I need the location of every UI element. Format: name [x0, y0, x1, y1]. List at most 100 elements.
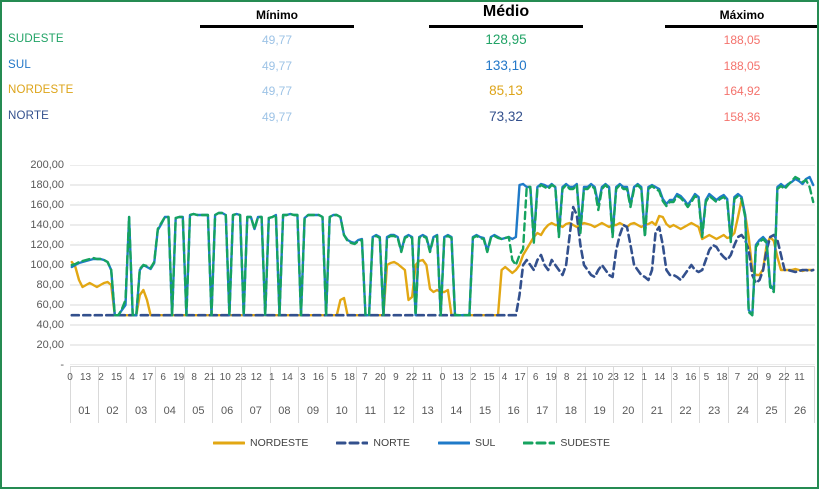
day-cell: 19 [586, 367, 615, 423]
series-line-norte [70, 205, 815, 317]
maximo-value: 164,92 [723, 84, 761, 98]
day-label: 16 [507, 405, 520, 417]
day-label: 14 [450, 405, 463, 417]
legend-label: NORTE [373, 437, 410, 449]
hour-label: 19 [545, 372, 557, 383]
hour-label: 17 [142, 372, 154, 383]
hour-label: 18 [343, 372, 355, 383]
day-cell: 21 [643, 367, 672, 423]
series-line-sudeste [70, 175, 815, 317]
y-tick-label: 140,00 [30, 219, 64, 231]
day-label: 17 [536, 405, 549, 417]
day-cell: 22 [672, 367, 701, 423]
y-tick-label: - [60, 359, 64, 371]
day-cell: 02 [99, 367, 128, 423]
column-header-minimo: Mínimo [256, 8, 298, 22]
day-cell: 03 [127, 367, 156, 423]
hour-label: 15 [483, 372, 495, 383]
day-label: 15 [478, 405, 492, 417]
column-header-maximo: Máximo [719, 8, 765, 22]
hour-label: 12 [250, 372, 262, 383]
day-label: 01 [78, 405, 91, 417]
hour-label: 13 [79, 372, 92, 383]
region-label: SUDESTE [8, 33, 64, 45]
legend-line-swatch [213, 441, 246, 445]
day-label: 25 [765, 405, 778, 417]
hour-label: 2 [98, 372, 104, 383]
plot-area [70, 164, 815, 366]
day-label: 02 [106, 405, 119, 417]
day-label: 09 [306, 405, 320, 417]
hour-label: 8 [191, 372, 197, 383]
minimo-underline [200, 25, 354, 28]
day-label: 24 [736, 405, 749, 417]
y-tick-label: 120,00 [30, 239, 64, 251]
hour-label: 21 [204, 372, 216, 383]
hour-label: 14 [654, 372, 666, 383]
legend-line-swatch [336, 441, 369, 445]
day-cell: 10 [328, 367, 357, 423]
hour-label: 14 [281, 372, 293, 383]
day-label: 03 [134, 405, 148, 417]
hour-label: 7 [734, 372, 741, 383]
chart-legend: NORDESTE NORTE SUL SUDESTE [2, 433, 817, 453]
y-tick-label: 20,00 [36, 339, 64, 351]
day-cell: 24 [729, 367, 758, 423]
hour-label: 4 [501, 372, 508, 383]
day-cell: 13 [414, 367, 443, 423]
y-tick-label: 80,00 [36, 279, 64, 291]
day-cell: 23 [700, 367, 730, 423]
legend-item-norte: NORTE [336, 437, 410, 449]
day-cell: 09 [299, 367, 328, 423]
day-cell: 12 [385, 367, 414, 423]
hour-label: 22 [405, 372, 418, 383]
hour-label: 2 [470, 372, 477, 383]
hour-label: 6 [160, 372, 166, 383]
hour-label: 20 [747, 372, 759, 383]
day-label: 05 [192, 405, 205, 417]
hour-label: 16 [685, 372, 697, 383]
hour-label: 10 [592, 372, 604, 383]
legend-line-swatch [437, 441, 470, 445]
day-cell: 04 [156, 367, 185, 423]
x-axis: 01 02 03 04 05 06 07 08 09 10 11 12 13 14 15 16 17 18 19 20… [67, 366, 815, 423]
hour-label: 20 [374, 372, 386, 383]
hour-label: 22 [778, 372, 790, 383]
day-label: 23 [708, 405, 721, 417]
medio-value: 85,13 [489, 83, 523, 98]
day-label: 26 [794, 405, 807, 417]
legend-label: SUDESTE [560, 437, 610, 449]
legend-item-sudeste: SUDESTE [523, 437, 610, 449]
hour-label: 7 [362, 372, 368, 383]
medio-value: 133,10 [485, 57, 527, 73]
hour-label: 21 [576, 372, 588, 383]
region-label: NORTE [8, 109, 50, 122]
hour-label: 11 [421, 372, 433, 383]
day-label: 12 [392, 405, 406, 417]
day-label: 11 [364, 405, 377, 417]
day-cell: 20 [614, 367, 644, 423]
minimo-value: 49,77 [261, 109, 293, 124]
hour-label: 23 [607, 372, 619, 383]
day-cell: 15 [471, 367, 500, 423]
day-cell: 14 [443, 367, 472, 423]
y-tick-label: 60,00 [36, 299, 64, 311]
day-label: 20 [622, 405, 635, 417]
day-cell: 17 [528, 367, 558, 423]
legend-item-nordeste: NORDESTE [213, 437, 308, 449]
hour-label: 3 [672, 372, 679, 383]
maximo-underline [665, 25, 817, 28]
medio-value: 128,95 [485, 32, 527, 47]
hour-label: 0 [439, 372, 446, 383]
hour-label: 3 [300, 372, 306, 383]
minimo-value: 49,77 [261, 84, 293, 98]
hour-label: 1 [641, 372, 648, 383]
minimo-value: 49,77 [261, 58, 293, 73]
day-label: 22 [679, 405, 692, 417]
y-tick-label: 40,00 [36, 319, 64, 331]
legend-line-swatch [523, 441, 556, 445]
hour-label: 1 [268, 372, 275, 383]
hour-label: 0 [67, 372, 73, 383]
day-label: 07 [249, 405, 262, 417]
day-cell: 18 [557, 367, 586, 423]
